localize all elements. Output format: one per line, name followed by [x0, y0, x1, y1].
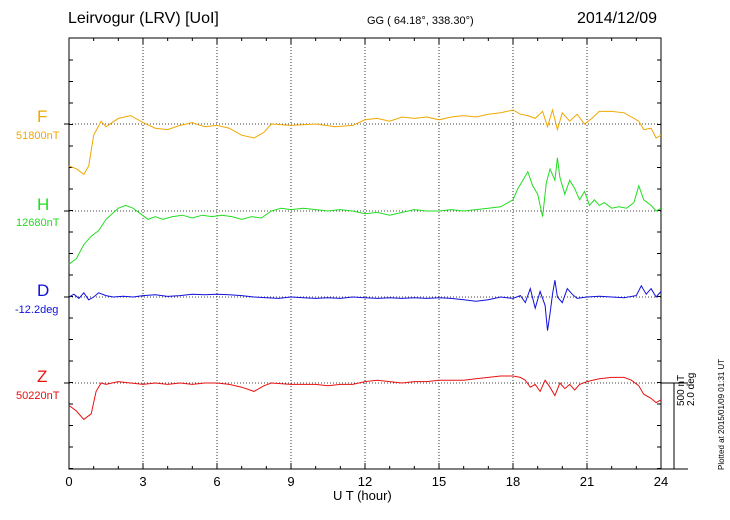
- station-title: Leirvogur (LRV) [UoI]: [68, 10, 219, 27]
- x-tick-label: 18: [506, 474, 520, 489]
- series-line-d: [68, 280, 662, 331]
- component-label-d: D: [37, 281, 50, 300]
- baseline-label-d: -12.2deg: [15, 304, 59, 316]
- plotted-timestamp: Plotted at 2015/01/09 01:31 UT: [717, 358, 726, 470]
- series-line-z: [68, 375, 662, 421]
- x-tick-label: 15: [432, 474, 446, 489]
- baseline-label-h: 12680nT: [16, 217, 60, 229]
- chart-date: 2014/12/09: [577, 10, 658, 27]
- x-tick-label: 0: [65, 474, 72, 489]
- x-tick-label: 6: [213, 474, 220, 489]
- baseline-label-f: 51800nT: [16, 130, 60, 142]
- x-tick-label: 24: [654, 474, 668, 489]
- component-label-f: F: [37, 107, 48, 126]
- x-axis-label: U T (hour): [333, 488, 392, 503]
- x-tick-label: 12: [358, 474, 372, 489]
- baseline-label-z: 50220nT: [16, 390, 60, 402]
- x-tick-label: 21: [580, 474, 594, 489]
- scale-bar-label-deg: 2.0 deg: [686, 372, 697, 406]
- component-label-h: H: [37, 195, 50, 214]
- component-label-z: Z: [37, 367, 48, 386]
- x-tick-label: 3: [139, 474, 146, 489]
- series-line-f: [68, 108, 662, 176]
- geo-coordinates: GG ( 64.18°, 338.30°): [367, 15, 474, 27]
- x-tick-label: 9: [287, 474, 294, 489]
- series-line-h: [68, 157, 662, 265]
